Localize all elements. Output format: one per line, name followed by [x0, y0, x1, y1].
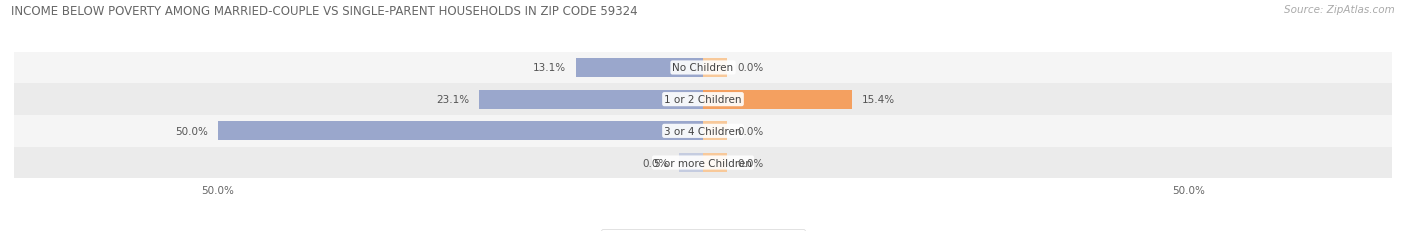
Text: 0.0%: 0.0% — [737, 63, 763, 73]
Text: No Children: No Children — [672, 63, 734, 73]
Legend: Married Couples, Single Parents: Married Couples, Single Parents — [600, 229, 806, 231]
Bar — [0, 52, 1406, 84]
Text: 15.4%: 15.4% — [862, 95, 896, 105]
Bar — [0, 147, 1406, 179]
Text: 3 or 4 Children: 3 or 4 Children — [664, 126, 742, 136]
Text: 0.0%: 0.0% — [737, 158, 763, 168]
Text: 1 or 2 Children: 1 or 2 Children — [664, 95, 742, 105]
Text: 0.0%: 0.0% — [737, 126, 763, 136]
Text: 0.0%: 0.0% — [643, 158, 669, 168]
Bar — [218, 122, 703, 141]
Bar — [703, 59, 727, 78]
Bar — [576, 59, 703, 78]
Bar — [703, 90, 852, 109]
Bar — [0, 84, 1406, 116]
Bar — [703, 122, 727, 141]
Text: Source: ZipAtlas.com: Source: ZipAtlas.com — [1284, 5, 1395, 15]
Bar — [0, 116, 1406, 147]
Text: 23.1%: 23.1% — [436, 95, 470, 105]
Bar — [679, 153, 703, 172]
Bar — [703, 153, 727, 172]
Text: INCOME BELOW POVERTY AMONG MARRIED-COUPLE VS SINGLE-PARENT HOUSEHOLDS IN ZIP COD: INCOME BELOW POVERTY AMONG MARRIED-COUPL… — [11, 5, 638, 18]
Text: 13.1%: 13.1% — [533, 63, 567, 73]
Bar — [479, 90, 703, 109]
Text: 50.0%: 50.0% — [176, 126, 208, 136]
Text: 5 or more Children: 5 or more Children — [654, 158, 752, 168]
